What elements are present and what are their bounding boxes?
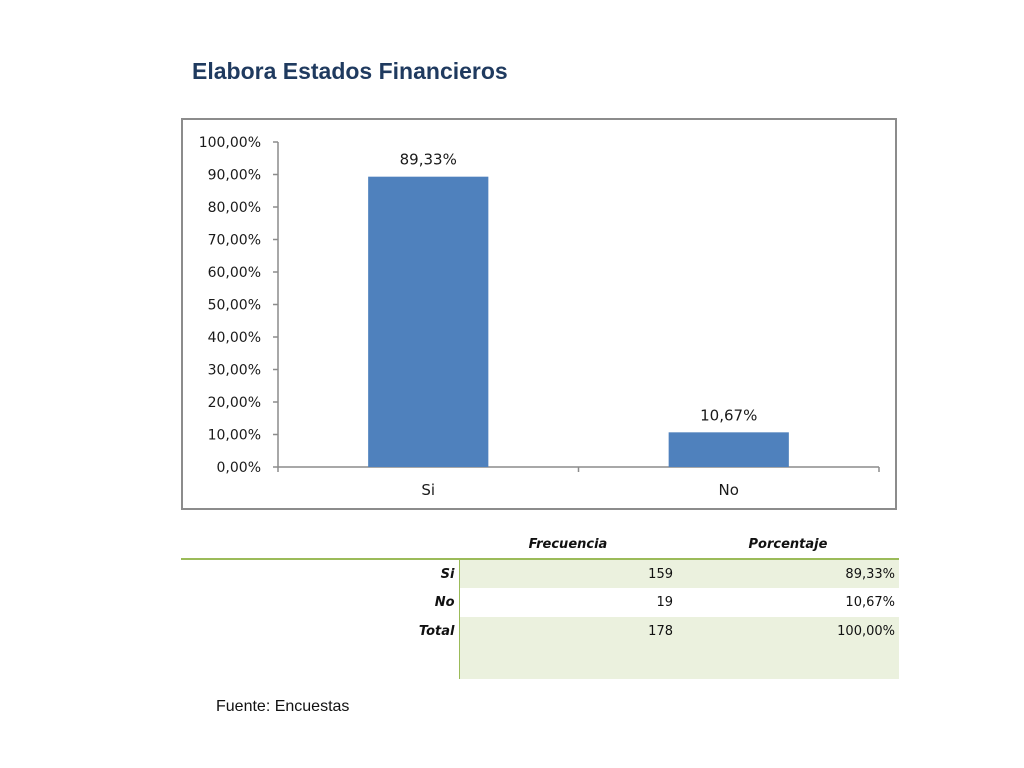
table-spacer-row (181, 646, 899, 679)
data-label: 89,33% (400, 151, 457, 169)
table-header-porcentaje: Porcentaje (677, 530, 899, 560)
table-row: No 19 10,67% (181, 588, 899, 617)
spacer-cell (677, 646, 899, 679)
y-tick-label: 50,00% (208, 298, 261, 314)
y-tick-label: 90,00% (208, 168, 261, 184)
porcentaje-cell: 10,67% (845, 595, 895, 610)
y-tick-label: 10,00% (208, 428, 261, 444)
y-tick-label: 40,00% (208, 330, 261, 346)
table-header-blank (181, 530, 459, 560)
y-tick-label: 20,00% (208, 395, 261, 411)
y-tick-label: 100,00% (199, 135, 261, 151)
y-tick-label: 70,00% (208, 233, 261, 249)
table-header-row: Frecuencia Porcentaje (181, 530, 899, 560)
y-tick-label: 0,00% (217, 460, 261, 476)
bar-chart: 0,00% 10,00% 20,00% 30,00% 40,00% 50,00% 60,00… (199, 135, 880, 499)
chart-frame: 0,00% 10,00% 20,00% 30,00% 40,00% 50,00% 60,00… (181, 118, 897, 510)
table-header-frecuencia: Frecuencia (459, 530, 677, 560)
data-label: 10,67% (700, 406, 757, 424)
x-category-label: No (719, 481, 739, 499)
source-note: Fuente: Encuestas (216, 698, 350, 715)
spacer-cell (459, 646, 677, 679)
table-row: Si 159 89,33% (181, 559, 899, 588)
x-category-label: Si (421, 481, 435, 499)
y-tick-label: 80,00% (208, 200, 261, 216)
row-label: Total (181, 617, 460, 646)
row-label: Si (181, 559, 460, 588)
page-title: Elabora Estados Financieros (192, 58, 508, 84)
row-label: No (181, 588, 460, 617)
frecuencia-cell: 159 (459, 559, 677, 588)
frecuencia-cell: 178 (459, 617, 677, 646)
bar-si (368, 176, 489, 468)
porcentaje-cell: 89,33% (677, 559, 899, 588)
y-tick-label: 60,00% (208, 265, 261, 281)
spacer-cell (181, 646, 460, 679)
bar-no (668, 432, 789, 467)
frecuencia-cell: 19 (656, 595, 673, 610)
data-table: Frecuencia Porcentaje Si 159 89,33% No 1… (181, 530, 899, 679)
porcentaje-cell: 100,00% (677, 617, 899, 646)
table-row-total: Total 178 100,00% (181, 617, 899, 646)
y-tick-label: 30,00% (208, 363, 261, 379)
